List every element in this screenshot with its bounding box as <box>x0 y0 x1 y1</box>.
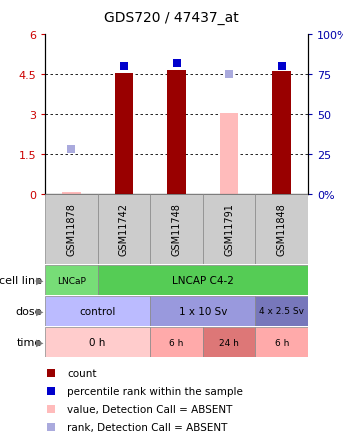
Bar <box>98 194 150 264</box>
Bar <box>256 296 308 326</box>
Bar <box>203 327 256 357</box>
Text: 24 h: 24 h <box>219 338 239 347</box>
Bar <box>256 327 308 357</box>
Text: GDS720 / 47437_at: GDS720 / 47437_at <box>104 11 239 25</box>
Text: count: count <box>67 368 96 378</box>
Text: 6 h: 6 h <box>274 338 289 347</box>
Text: dose: dose <box>15 306 42 316</box>
Text: 1 x 10 Sv: 1 x 10 Sv <box>179 306 227 316</box>
Text: LNCAP C4-2: LNCAP C4-2 <box>172 275 234 285</box>
Text: GSM11878: GSM11878 <box>66 203 76 256</box>
Bar <box>272 72 291 194</box>
Text: ▶: ▶ <box>36 337 43 347</box>
Text: value, Detection Call = ABSENT: value, Detection Call = ABSENT <box>67 404 232 414</box>
Bar <box>45 327 150 357</box>
Text: control: control <box>80 306 116 316</box>
Text: 4 x 2.5 Sv: 4 x 2.5 Sv <box>259 307 304 316</box>
Bar <box>150 194 203 264</box>
Bar <box>203 194 256 264</box>
Text: 0 h: 0 h <box>90 337 106 347</box>
Text: GSM11848: GSM11848 <box>277 203 287 256</box>
Bar <box>115 73 133 194</box>
Bar <box>98 265 308 295</box>
Bar <box>45 265 98 295</box>
Text: time: time <box>16 337 42 347</box>
Text: GSM11748: GSM11748 <box>172 203 181 256</box>
Text: LNCaP: LNCaP <box>57 276 86 285</box>
Text: cell line: cell line <box>0 275 42 285</box>
Text: percentile rank within the sample: percentile rank within the sample <box>67 386 243 396</box>
Bar <box>150 327 203 357</box>
Bar <box>150 296 256 326</box>
Text: 6 h: 6 h <box>169 338 184 347</box>
Bar <box>45 296 150 326</box>
Bar <box>62 193 81 194</box>
Bar <box>256 194 308 264</box>
Bar <box>45 194 98 264</box>
Bar <box>167 71 186 194</box>
Text: GSM11742: GSM11742 <box>119 203 129 256</box>
Text: rank, Detection Call = ABSENT: rank, Detection Call = ABSENT <box>67 422 227 432</box>
Text: GSM11791: GSM11791 <box>224 203 234 256</box>
Bar <box>220 113 238 194</box>
Text: ▶: ▶ <box>36 306 43 316</box>
Text: ▶: ▶ <box>36 275 43 285</box>
